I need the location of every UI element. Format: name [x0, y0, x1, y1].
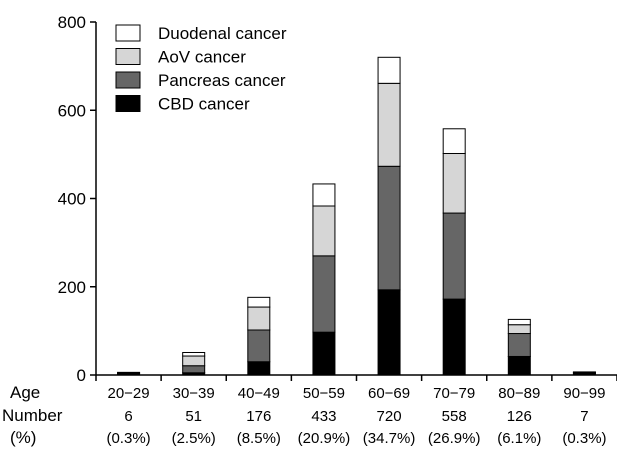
bar-segment-duodenal-cancer — [247, 296, 271, 308]
x-tick-label: 70−79 — [433, 385, 475, 402]
x-tick-label: 20−29 — [107, 385, 149, 402]
number-label: 6 — [124, 408, 132, 425]
y-tick-label: 400 — [58, 190, 86, 209]
bar-segment-aov-cancer — [377, 82, 401, 167]
bar-segment-pancreas-cancer — [312, 255, 336, 333]
x-tick-label: 80−89 — [498, 385, 540, 402]
percent-label: (34.7%) — [363, 430, 416, 447]
percent-label: (20.9%) — [298, 430, 351, 447]
bar-segment-aov-cancer — [507, 324, 531, 335]
bar-segment-pancreas-cancer — [377, 165, 401, 291]
percent-label: (0.3%) — [106, 430, 150, 447]
bar-segment-duodenal-cancer — [312, 183, 336, 207]
x-tick-label: 50−59 — [303, 385, 345, 402]
bar-segment-duodenal-cancer — [507, 318, 531, 326]
y-tick-label: 600 — [58, 101, 86, 120]
x-tick-label: 30−39 — [173, 385, 215, 402]
percent-label: (2.5%) — [172, 430, 216, 447]
bar-segment-aov-cancer — [247, 306, 271, 331]
legend-swatch-aov-cancer — [115, 48, 141, 65]
number-label: 51 — [185, 408, 202, 425]
x-tick-label: 90−99 — [563, 385, 605, 402]
bar-segment-cbd-cancer — [507, 355, 531, 376]
bar-segment-duodenal-cancer — [377, 56, 401, 84]
bar-segment-aov-cancer — [572, 371, 596, 373]
x-tick-label: 60−69 — [368, 385, 410, 402]
bar-segment-aov-cancer — [312, 205, 336, 257]
x-tick-label: 40−49 — [238, 385, 280, 402]
number-label: 558 — [442, 408, 467, 425]
bar-segment-pancreas-cancer — [507, 333, 531, 357]
bar-segment-cbd-cancer — [312, 331, 336, 376]
bar-segment-cbd-cancer — [442, 298, 466, 376]
percent-label: (8.5%) — [237, 430, 281, 447]
percent-label: (6.1%) — [497, 430, 541, 447]
row-label-age: Age — [10, 383, 40, 402]
row-label-percent: (%) — [10, 428, 36, 447]
bar-segment-cbd-cancer — [377, 289, 401, 376]
bar-segment-duodenal-cancer — [442, 128, 466, 154]
bar-segment-pancreas-cancer — [442, 212, 466, 300]
number-label: 720 — [377, 408, 402, 425]
row-label-number: Number — [2, 406, 63, 425]
bar-segment-aov-cancer — [117, 371, 141, 374]
bar-segment-aov-cancer — [442, 152, 466, 214]
number-label: 176 — [246, 408, 271, 425]
y-tick-label: 800 — [58, 13, 86, 32]
percent-label: (26.9%) — [428, 430, 481, 447]
bar-segment-pancreas-cancer — [182, 365, 206, 374]
legend-swatch-pancreas-cancer — [115, 71, 141, 89]
number-label: 433 — [311, 408, 336, 425]
legend-swatch-cbd-cancer — [115, 95, 141, 112]
bar-segment-cbd-cancer — [247, 361, 271, 376]
legend-label-aov-cancer: AoV cancer — [158, 48, 246, 67]
bar-segment-pancreas-cancer — [247, 329, 271, 363]
y-tick-label: 200 — [58, 278, 86, 297]
legend-label-pancreas-cancer: Pancreas cancer — [158, 71, 286, 90]
legend-swatch-duodenal-cancer — [115, 24, 141, 42]
legend-label-duodenal-cancer: Duodenal cancer — [158, 24, 287, 43]
number-label: 126 — [507, 408, 532, 425]
percent-label: (0.3%) — [562, 430, 606, 447]
bar-segment-duodenal-cancer — [182, 351, 206, 357]
legend-label-cbd-cancer: CBD cancer — [158, 95, 250, 114]
bar-segment-aov-cancer — [182, 355, 206, 367]
y-tick-label: 0 — [77, 366, 86, 385]
number-label: 7 — [580, 408, 588, 425]
